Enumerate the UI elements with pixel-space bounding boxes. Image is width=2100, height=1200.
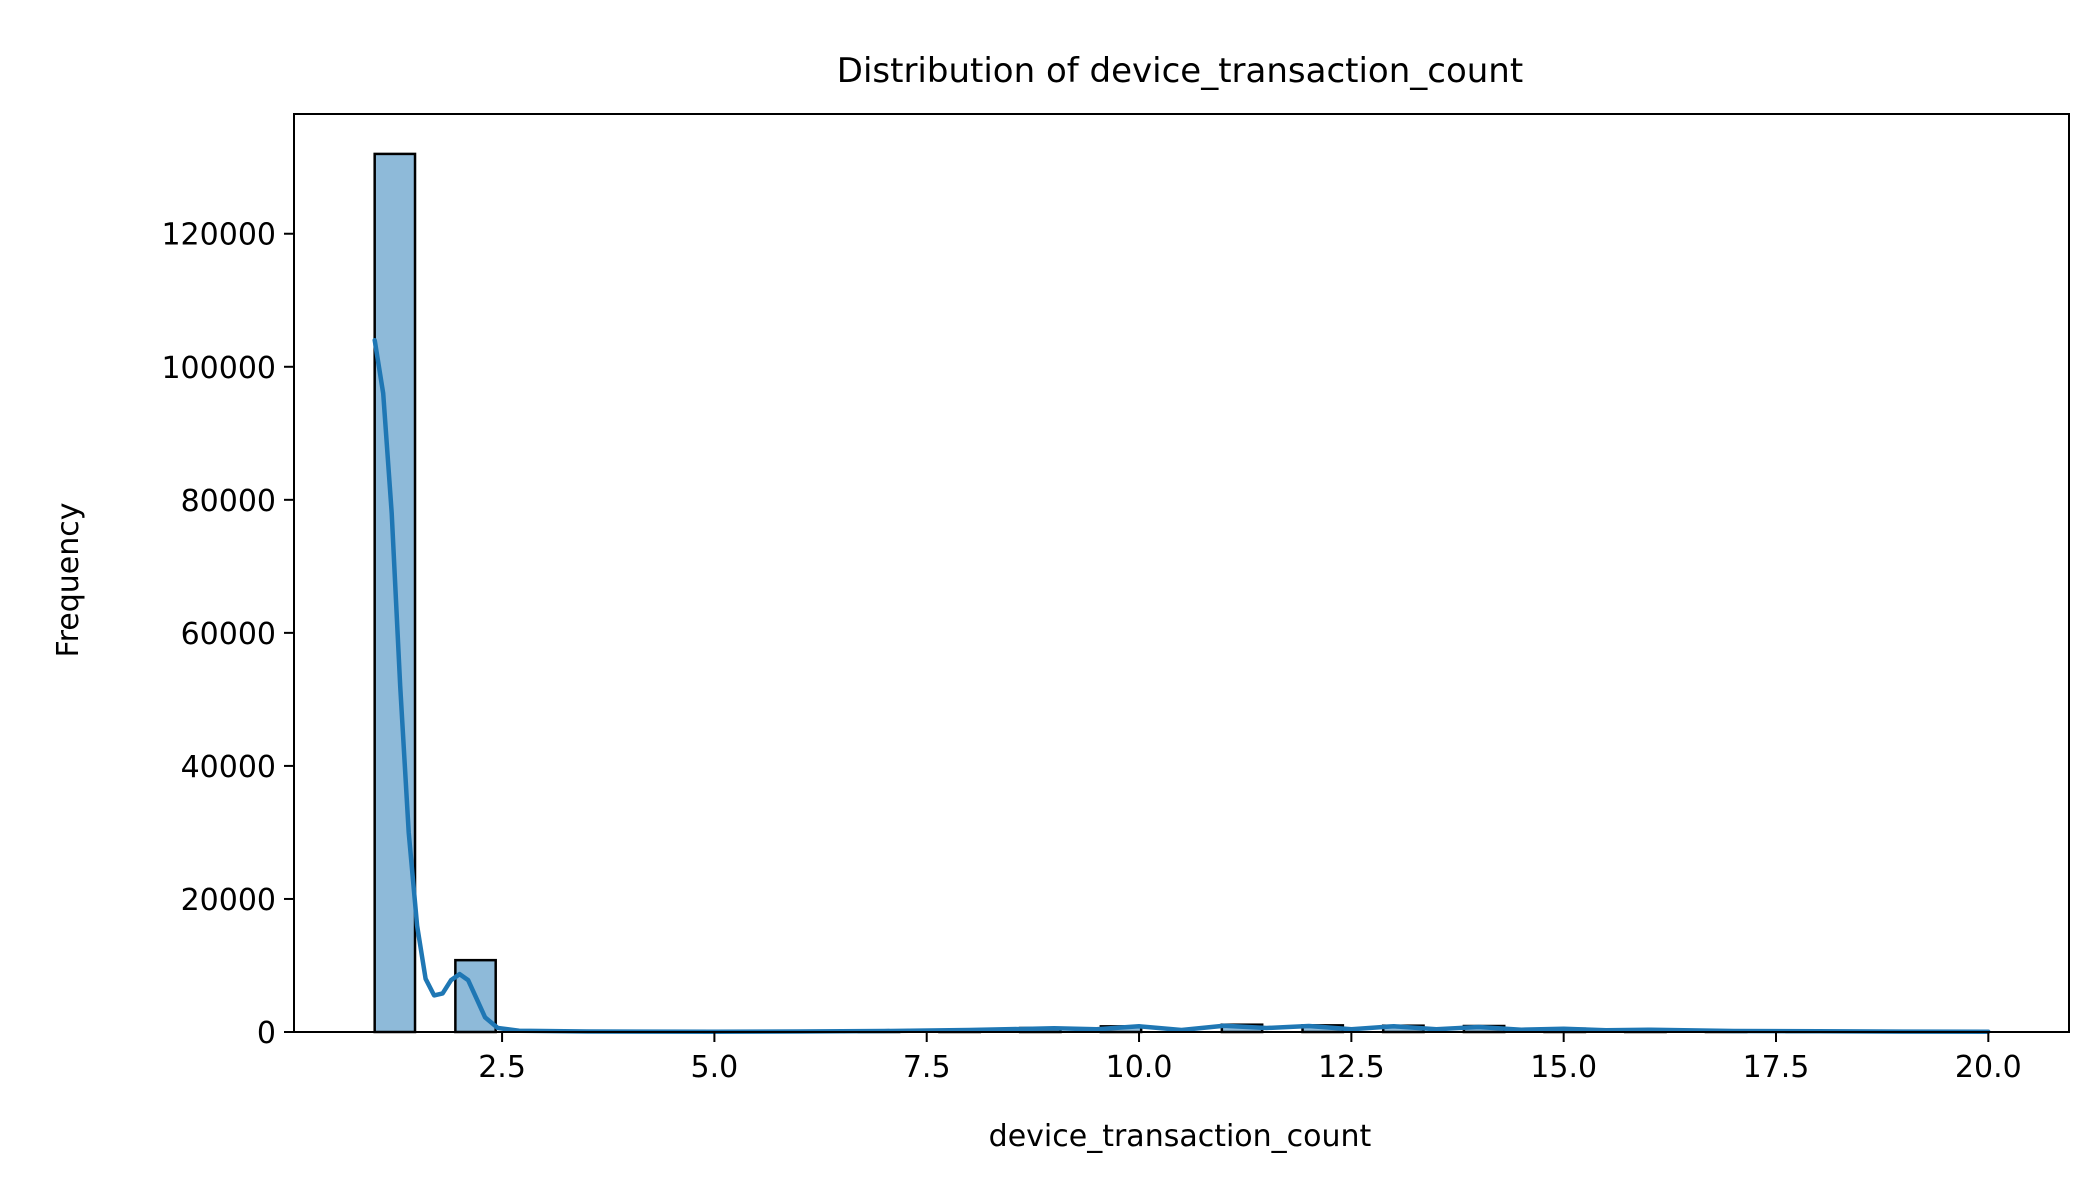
y-tick-label: 120000 xyxy=(161,218,276,253)
y-tick-label: 40000 xyxy=(181,750,276,785)
x-tick-label: 17.5 xyxy=(1743,1050,1810,1085)
y-tick-label: 100000 xyxy=(161,351,276,386)
x-tick-label: 12.5 xyxy=(1318,1050,1385,1085)
x-axis-label: device_transaction_count xyxy=(989,1119,1372,1154)
x-tick-label: 20.0 xyxy=(1955,1050,2022,1085)
y-axis-label: Frequency xyxy=(51,503,86,658)
x-tick-label: 15.0 xyxy=(1530,1050,1597,1085)
x-axis-ticks: 2.5 5.0 7.5 10.0 12.5 15.0 17.5 20.0 xyxy=(478,1032,2022,1085)
x-tick-label: 2.5 xyxy=(478,1050,526,1085)
kde-curve xyxy=(372,337,1991,1034)
x-tick-label: 7.5 xyxy=(903,1050,951,1085)
y-tick-label: 80000 xyxy=(181,484,276,519)
x-tick-label: 10.0 xyxy=(1106,1050,1173,1085)
y-tick-label: 60000 xyxy=(181,617,276,652)
y-tick-label: 20000 xyxy=(181,883,276,918)
chart-title: Distribution of device_transaction_count xyxy=(837,51,1523,91)
y-axis-ticks: 0 20000 40000 60000 80000 100000 120000 xyxy=(161,218,294,1051)
plot-area-frame xyxy=(293,113,2070,1033)
x-tick-label: 5.0 xyxy=(691,1050,739,1085)
y-tick-label: 0 xyxy=(257,1016,276,1051)
